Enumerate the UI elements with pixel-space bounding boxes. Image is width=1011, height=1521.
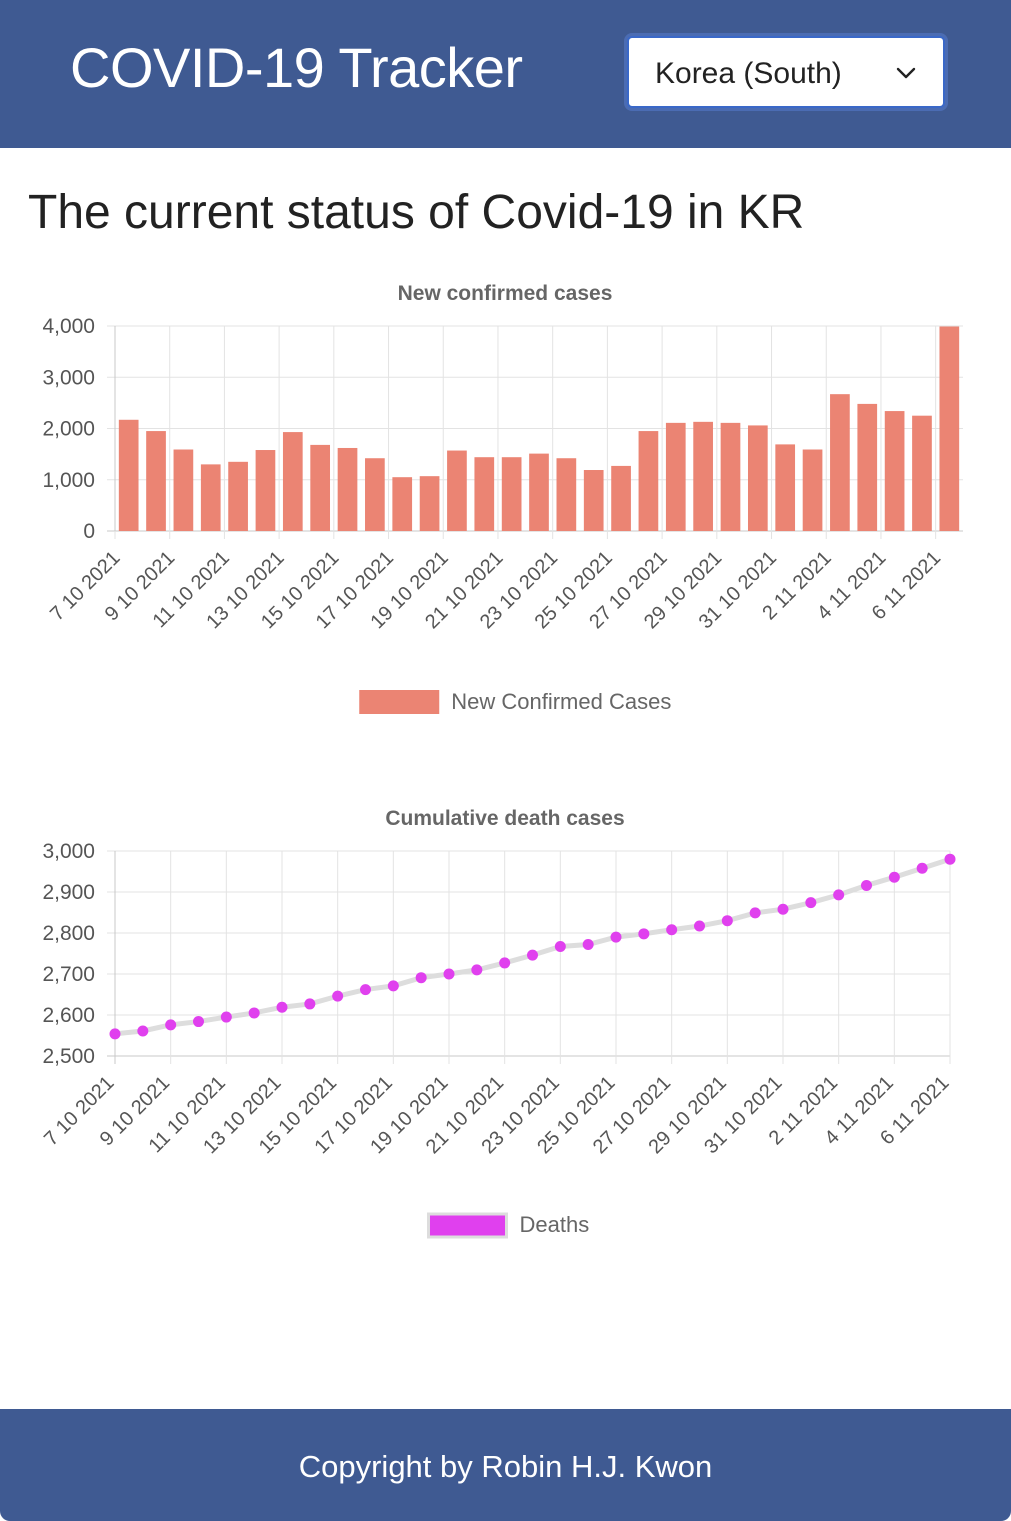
data-point [721, 915, 733, 927]
data-point [137, 1025, 149, 1037]
data-point [276, 1001, 288, 1013]
data-point [610, 931, 622, 943]
data-point [666, 924, 678, 936]
app-title: COVID-19 Tracker [70, 36, 523, 99]
bar [501, 457, 522, 531]
y-tick-label: 2,500 [42, 1045, 95, 1068]
bar [665, 422, 686, 531]
data-point [777, 903, 789, 915]
bar [146, 431, 166, 531]
data-point [109, 1028, 121, 1040]
data-point [387, 980, 399, 992]
bar [638, 431, 659, 531]
bar [228, 461, 248, 531]
y-tick-label: 2,600 [42, 1004, 95, 1027]
bar [912, 415, 932, 531]
legend-swatch [427, 1212, 508, 1239]
bar [556, 458, 577, 531]
data-point [360, 984, 371, 996]
new-cases-chart-svg: New confirmed cases 4,000 3,000 2,000 1,000 0… [42, 282, 963, 714]
bar [392, 477, 413, 531]
footer-copyright: Copyright by Robin H.J. Kwon [298, 1449, 713, 1484]
bar [200, 464, 221, 531]
country-select[interactable]: Korea (South) [627, 36, 945, 108]
legend-swatch [359, 690, 440, 714]
bar [282, 432, 303, 531]
bar [939, 326, 960, 531]
y-tick-label: 3,000 [42, 366, 95, 389]
data-point [805, 897, 817, 909]
app-footer: Copyright by Robin H.J. Kwon [0, 1409, 1011, 1521]
app-header: COVID-19 Tracker Korea (South) [0, 0, 1011, 148]
y-tick-label: 1,000 [42, 469, 95, 492]
data-point [916, 862, 928, 874]
chart-title: New confirmed cases [398, 282, 613, 305]
y-tick-label: 2,800 [42, 922, 95, 945]
chart-title: Cumulative death cases [385, 807, 624, 830]
bar [255, 450, 276, 531]
bar [693, 421, 713, 531]
data-point [220, 1011, 232, 1023]
bar [337, 447, 358, 531]
data-point [332, 990, 344, 1002]
bar [447, 450, 467, 531]
bar [611, 465, 631, 531]
country-select-value: Korea (South) [655, 57, 842, 90]
data-point [944, 853, 956, 865]
data-point [415, 972, 427, 984]
y-tick-label: 2,000 [42, 418, 95, 441]
bar [529, 453, 549, 531]
bar [583, 470, 604, 531]
y-tick-label: 2,900 [42, 881, 95, 904]
y-tick-label: 0 [83, 520, 95, 543]
data-point [527, 949, 538, 961]
deaths-chart: Cumulative death cases 3,000 2,900 2,800 2,7… [0, 795, 1011, 1255]
data-point [471, 964, 483, 976]
bar [802, 449, 823, 531]
data-point [193, 1016, 204, 1028]
data-point [582, 938, 594, 950]
bar [857, 403, 878, 531]
bar [173, 449, 194, 531]
deaths-chart-svg: Cumulative death cases 3,000 2,900 2,800 2,7… [40, 807, 956, 1239]
data-point [749, 907, 761, 919]
data-point [861, 879, 872, 891]
y-tick-label: 3,000 [42, 840, 95, 863]
bar [747, 425, 768, 531]
bar [830, 394, 850, 531]
series-line [114, 856, 951, 1037]
data-point [165, 1019, 177, 1031]
data-point [443, 968, 455, 980]
bar [118, 419, 139, 531]
data-point [888, 871, 900, 883]
y-tick-label: 4,000 [42, 315, 95, 338]
bar [419, 476, 440, 531]
bar [775, 444, 796, 531]
page-heading: The current status of Covid-19 in KR [28, 186, 805, 239]
data-point [248, 1007, 260, 1019]
bar [310, 444, 331, 531]
bar [365, 458, 385, 531]
y-tick-label: 2,700 [42, 963, 95, 986]
bar [884, 411, 905, 531]
data-point [833, 889, 845, 901]
data-point [694, 920, 705, 932]
legend-label: Deaths [520, 1212, 590, 1237]
bar [474, 457, 495, 531]
chevron-down-icon [895, 62, 917, 84]
data-point [499, 957, 511, 969]
data-point [638, 928, 650, 940]
data-point [304, 998, 316, 1010]
legend-label: New Confirmed Cases [451, 689, 671, 714]
new-cases-chart: New confirmed cases 4,000 3,000 2,000 1,000 0… [0, 270, 1011, 730]
bar [720, 422, 741, 531]
data-point [554, 941, 566, 953]
